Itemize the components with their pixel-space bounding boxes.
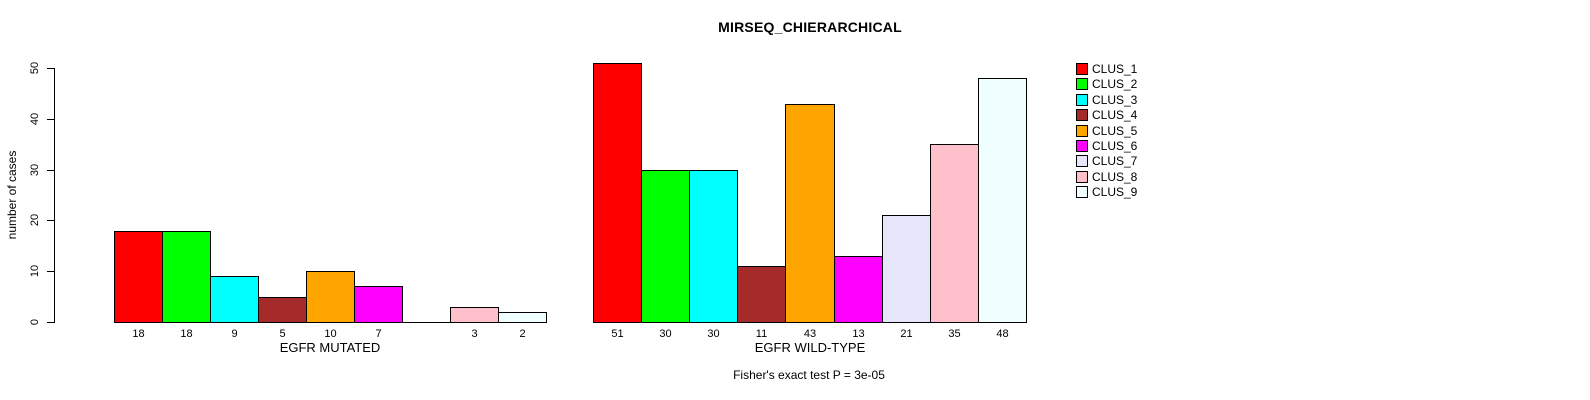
bar-clus_2 bbox=[162, 231, 211, 322]
bar-value-label: 10 bbox=[324, 328, 337, 340]
y-axis-tick-label: 10 bbox=[29, 264, 41, 278]
legend-swatch-clus_5 bbox=[1076, 125, 1088, 137]
bar-clus_6 bbox=[834, 256, 883, 322]
bar-clus_3 bbox=[689, 170, 738, 322]
y-axis-tick bbox=[47, 170, 54, 171]
bar-value-label: 3 bbox=[471, 328, 478, 340]
legend-swatch-clus_1 bbox=[1076, 63, 1088, 75]
bar-value-label: 13 bbox=[852, 328, 865, 340]
legend-label-clus_6: CLUS_6 bbox=[1092, 139, 1138, 153]
bar-value-label: 2 bbox=[519, 328, 526, 340]
bar-value-label: 7 bbox=[375, 328, 382, 340]
bar-value-label: 18 bbox=[132, 328, 145, 340]
bar-clus_1 bbox=[593, 63, 642, 322]
legend-swatch-clus_2 bbox=[1076, 78, 1088, 90]
bar-clus_9 bbox=[978, 78, 1027, 322]
chart-title: MIRSEQ_CHIERARCHICAL bbox=[718, 19, 902, 35]
bar-clus_8 bbox=[930, 144, 979, 322]
bar-value-label: 51 bbox=[611, 328, 624, 340]
x-axis-baseline bbox=[114, 322, 547, 323]
legend-label-clus_4: CLUS_4 bbox=[1092, 108, 1138, 122]
legend-swatch-clus_7 bbox=[1076, 155, 1088, 167]
bar-value-label: 30 bbox=[659, 328, 672, 340]
y-axis-tick bbox=[47, 271, 54, 272]
legend-swatch-clus_9 bbox=[1076, 186, 1088, 198]
y-axis-tick bbox=[47, 68, 54, 69]
y-axis-tick-label: 30 bbox=[29, 163, 41, 177]
y-axis-tick-label: 20 bbox=[29, 213, 41, 227]
y-axis-tick bbox=[47, 220, 54, 221]
legend-label-clus_5: CLUS_5 bbox=[1092, 124, 1138, 138]
y-axis-tick bbox=[47, 119, 54, 120]
bar-value-label: 48 bbox=[996, 328, 1009, 340]
x-axis-title-egfr-mutated: EGFR MUTATED bbox=[279, 340, 381, 355]
y-axis-tick bbox=[47, 322, 54, 323]
legend-label-clus_9: CLUS_9 bbox=[1092, 185, 1138, 199]
annotation-fisher-test: Fisher's exact test P = 3e-05 bbox=[733, 368, 885, 382]
bar-clus_3 bbox=[210, 276, 259, 322]
x-axis-baseline bbox=[593, 322, 1027, 323]
legend-label-clus_8: CLUS_8 bbox=[1092, 170, 1138, 184]
bar-clus_7 bbox=[882, 215, 931, 322]
bar-value-label: 21 bbox=[900, 328, 913, 340]
bar-clus_5 bbox=[306, 271, 355, 322]
bar-clus_1 bbox=[114, 231, 163, 322]
legend-swatch-clus_4 bbox=[1076, 109, 1088, 121]
y-axis-label: number of cases bbox=[5, 150, 19, 240]
legend-swatch-clus_6 bbox=[1076, 140, 1088, 152]
bar-value-label: 9 bbox=[231, 328, 238, 340]
bar-clus_2 bbox=[641, 170, 690, 322]
x-axis-title-egfr-wild-type: EGFR WILD-TYPE bbox=[754, 340, 866, 355]
y-axis-line bbox=[54, 68, 55, 323]
legend-label-clus_1: CLUS_1 bbox=[1092, 62, 1138, 76]
y-axis-tick-label: 40 bbox=[29, 112, 41, 126]
bar-clus_4 bbox=[258, 297, 307, 322]
y-axis-tick-label: 50 bbox=[29, 61, 41, 75]
bar-clus_5 bbox=[785, 104, 835, 322]
bar-value-label: 35 bbox=[948, 328, 961, 340]
bar-clus_6 bbox=[354, 286, 403, 322]
legend-label-clus_2: CLUS_2 bbox=[1092, 77, 1138, 91]
bar-value-label: 30 bbox=[707, 328, 720, 340]
legend-label-clus_3: CLUS_3 bbox=[1092, 93, 1138, 107]
bar-value-label: 43 bbox=[803, 328, 817, 340]
bar-clus_4 bbox=[737, 266, 786, 322]
bar-clus_9 bbox=[498, 312, 547, 322]
y-axis-tick-label: 0 bbox=[29, 318, 41, 326]
bar-value-label: 5 bbox=[279, 328, 286, 340]
legend-swatch-clus_8 bbox=[1076, 171, 1088, 183]
legend-swatch-clus_3 bbox=[1076, 94, 1088, 106]
bar-value-label: 18 bbox=[180, 328, 193, 340]
bar-value-label: 11 bbox=[755, 328, 768, 340]
bar-clus_8 bbox=[450, 307, 499, 322]
legend-label-clus_7: CLUS_7 bbox=[1092, 154, 1138, 168]
